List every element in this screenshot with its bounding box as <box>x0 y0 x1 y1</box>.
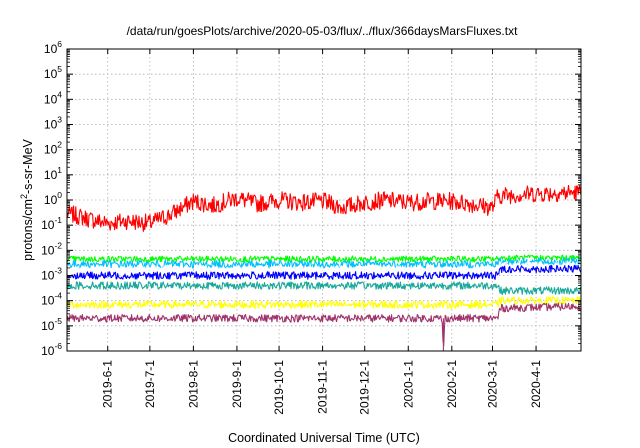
y-axis-title: protons/cm2-s-sr-MeV <box>19 138 35 260</box>
grid-layer <box>67 49 581 351</box>
y-tick-exponent: -6 <box>54 341 62 351</box>
x-tick-label: 2020-3-1 <box>486 360 500 408</box>
y-tick-label: 102 <box>44 140 62 157</box>
y-tick-exponent: -3 <box>54 266 62 276</box>
x-tick-label: 2019-12-1 <box>358 360 372 415</box>
x-axis-title: Coordinated Universal Time (UTC) <box>228 431 420 445</box>
x-tick-label: 2019-10-1 <box>272 360 286 415</box>
y-tick-label: 106 <box>44 39 62 56</box>
y-tick-base: 10 <box>41 218 55 232</box>
chart-title: /data/run/goesPlots/archive/2020-05-03/f… <box>127 24 519 38</box>
y-tick-exponent: 4 <box>57 89 62 99</box>
y-tick-exponent: -5 <box>54 316 62 326</box>
series-group <box>67 184 581 351</box>
series-line-3 <box>67 261 581 275</box>
y-tick-base: 10 <box>41 344 55 358</box>
y-tick-exponent: 1 <box>57 165 62 175</box>
x-tick-label: 2020-1-1 <box>401 360 415 408</box>
y-tick-exponent: 2 <box>57 140 62 150</box>
y-tick-exponent: -2 <box>54 240 62 250</box>
series-line-0 <box>67 184 581 232</box>
y-tick-base: 10 <box>41 319 55 333</box>
y-tick-exponent: 0 <box>57 190 62 200</box>
series-line-2 <box>67 257 581 269</box>
y-tick-base: 10 <box>44 67 58 81</box>
y-tick-label: 10-3 <box>41 266 62 283</box>
y-tick-exponent: 3 <box>57 115 62 125</box>
plot-frame <box>66 48 582 352</box>
series-line-4 <box>67 264 581 280</box>
y-axis-title-suffix: -s-sr-MeV <box>21 138 35 194</box>
x-tick-label: 2020-2-1 <box>445 360 459 408</box>
y-tick-label: 105 <box>44 64 62 81</box>
x-tick-label: 2019-11-1 <box>316 360 330 414</box>
y-axis-title-sup: 2 <box>19 194 29 199</box>
y-tick-base: 10 <box>44 42 58 56</box>
y-tick-label: 10-6 <box>41 341 62 358</box>
series-line-1 <box>67 254 581 263</box>
y-tick-exponent: 6 <box>57 39 62 49</box>
y-tick-label: 10-5 <box>41 316 62 333</box>
x-tick-label: 2020-4-1 <box>529 360 543 408</box>
y-tick-label: 10-2 <box>41 240 62 257</box>
y-tick-base: 10 <box>44 168 58 182</box>
x-tick-label: 2019-8-1 <box>186 360 200 408</box>
y-tick-label: 104 <box>44 89 62 106</box>
y-tick-label: 103 <box>44 115 62 132</box>
y-tick-base: 10 <box>44 193 58 207</box>
y-tick-label: 100 <box>44 190 62 207</box>
y-tick-label: 10-4 <box>41 291 62 308</box>
y-tick-base: 10 <box>41 269 55 283</box>
y-tick-base: 10 <box>44 92 58 106</box>
y-tick-base: 10 <box>41 243 55 257</box>
series-line-6 <box>67 296 581 309</box>
y-tick-label: 101 <box>44 165 62 182</box>
tick-layer: 2019-6-1 2019-7-1 2019-8-1 2019-9-1 2019-10-… <box>41 39 581 415</box>
y-tick-base: 10 <box>44 118 58 132</box>
series-line-5 <box>67 281 581 295</box>
y-tick-label: 10-1 <box>41 215 62 232</box>
series-line-7 <box>67 302 581 351</box>
y-tick-base: 10 <box>44 143 58 157</box>
y-tick-exponent: 5 <box>57 64 62 74</box>
y-tick-exponent: -1 <box>54 215 62 225</box>
series-layer <box>67 184 581 351</box>
x-tick-label: 2019-7-1 <box>143 360 157 408</box>
y-axis-title-prefix: protons/cm <box>21 199 35 261</box>
y-tick-base: 10 <box>41 294 55 308</box>
x-tick-label: 2019-6-1 <box>101 360 115 408</box>
y-tick-exponent: -4 <box>54 291 62 301</box>
x-tick-label: 2019-9-1 <box>230 360 244 408</box>
